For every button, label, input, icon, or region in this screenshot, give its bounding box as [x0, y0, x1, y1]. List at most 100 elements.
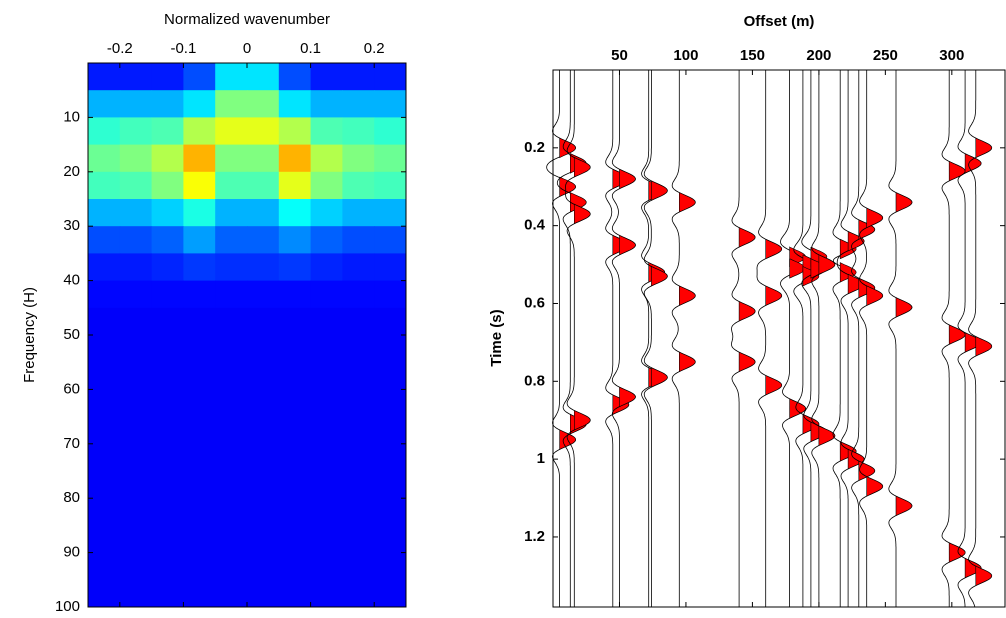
trace	[671, 70, 696, 607]
heat-cell	[374, 552, 407, 581]
heat-cell	[183, 117, 216, 146]
trace	[780, 70, 808, 607]
heat-cell	[88, 199, 121, 227]
heat-cell	[278, 335, 312, 363]
heat-cell	[119, 335, 153, 363]
heat-cell	[342, 389, 375, 418]
heat-cell	[342, 335, 375, 363]
y-tick-label: 0.8	[524, 372, 545, 389]
heat-cell	[88, 171, 121, 200]
y-tick-label: 60	[63, 380, 80, 397]
heat-cell	[342, 443, 375, 472]
trace	[851, 70, 876, 607]
heat-cell	[247, 362, 280, 390]
heat-cell	[342, 90, 375, 118]
heat-cell	[119, 117, 153, 146]
heat-cell	[278, 525, 312, 554]
heat-cell	[151, 280, 184, 309]
event-lobe	[619, 386, 636, 408]
y-tick-label: 0.2	[524, 139, 545, 156]
heat-cell	[278, 144, 312, 173]
event-lobe	[818, 254, 836, 275]
heat-cell	[374, 144, 407, 173]
heat-cell	[310, 552, 343, 581]
heat-cell	[278, 416, 312, 445]
heat-cell	[151, 90, 184, 118]
heat-cell	[183, 443, 216, 472]
x-tick-label: 100	[673, 47, 698, 64]
heat-cell	[119, 443, 153, 472]
x-tick-label: 250	[873, 47, 898, 64]
heat-cell	[215, 416, 248, 445]
heat-cell	[215, 443, 248, 472]
heat-cell	[88, 307, 121, 336]
heat-cell	[310, 280, 343, 309]
trace	[859, 70, 884, 607]
heat-cell	[119, 226, 153, 254]
heat-cell	[278, 362, 312, 390]
heat-cell	[183, 199, 216, 227]
heat-cell	[374, 443, 407, 472]
y-tick-label: 1.2	[524, 528, 545, 545]
heat-cell	[342, 171, 375, 200]
heat-cell	[310, 335, 343, 363]
heat-cell	[151, 63, 184, 91]
heat-cell	[342, 416, 375, 445]
event-lobe	[738, 227, 756, 248]
left-title: Normalized wavenumber	[164, 11, 330, 28]
heat-cell	[151, 552, 184, 581]
heat-cell	[342, 552, 375, 581]
heat-cell	[374, 90, 407, 118]
heat-cell	[151, 253, 184, 282]
event-lobe	[895, 297, 913, 318]
heat-cell	[183, 579, 216, 608]
heat-cell	[183, 552, 216, 581]
heat-cell	[310, 525, 343, 554]
heat-cell	[310, 443, 343, 472]
heat-cell	[247, 63, 280, 91]
heat-cell	[247, 171, 280, 200]
heat-cell	[119, 63, 153, 91]
heat-cell	[342, 579, 375, 608]
heat-cell	[247, 307, 280, 336]
heat-cell	[247, 253, 280, 282]
event-lobe	[975, 137, 993, 159]
trace	[832, 70, 857, 607]
heat-cell	[278, 389, 312, 418]
trace	[605, 70, 630, 607]
x-tick-label: 300	[939, 47, 964, 64]
event-lobe	[858, 460, 876, 481]
y-tick-label: 0.4	[524, 217, 546, 234]
heat-cell	[215, 335, 248, 363]
heat-cell	[119, 471, 153, 499]
y-tick-label: 90	[63, 544, 80, 561]
heat-cell	[374, 63, 407, 91]
heat-cell	[119, 498, 153, 526]
heat-cell	[183, 144, 216, 173]
trace	[888, 70, 913, 607]
event-lobe	[975, 565, 993, 587]
event-lobe	[789, 398, 806, 419]
heat-cell	[342, 226, 375, 254]
heat-cell	[374, 171, 407, 200]
heat-cell	[119, 389, 153, 418]
event-lobe	[738, 351, 756, 373]
heat-cell	[310, 117, 343, 146]
heat-cell	[342, 471, 375, 499]
heat-cell	[183, 171, 216, 200]
heat-cell	[119, 253, 153, 282]
heat-cell	[151, 199, 184, 227]
heat-cell	[88, 90, 121, 118]
heat-cell	[247, 280, 280, 309]
y-tick-label: 100	[55, 598, 80, 613]
heat-cell	[215, 171, 248, 200]
event-lobe	[651, 266, 668, 287]
heat-cell	[374, 117, 407, 146]
heat-cell	[342, 362, 375, 390]
heat-cell	[310, 498, 343, 526]
heat-cell	[215, 307, 248, 336]
y-tick-label: 10	[63, 108, 80, 125]
heat-cell	[374, 253, 407, 282]
heat-cell	[310, 199, 343, 227]
event-lobe	[619, 234, 636, 256]
